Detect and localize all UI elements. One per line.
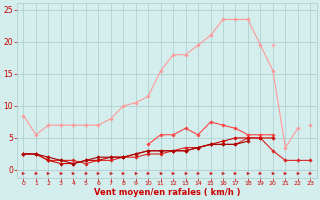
X-axis label: Vent moyen/en rafales ( km/h ): Vent moyen/en rafales ( km/h ) <box>94 188 240 197</box>
